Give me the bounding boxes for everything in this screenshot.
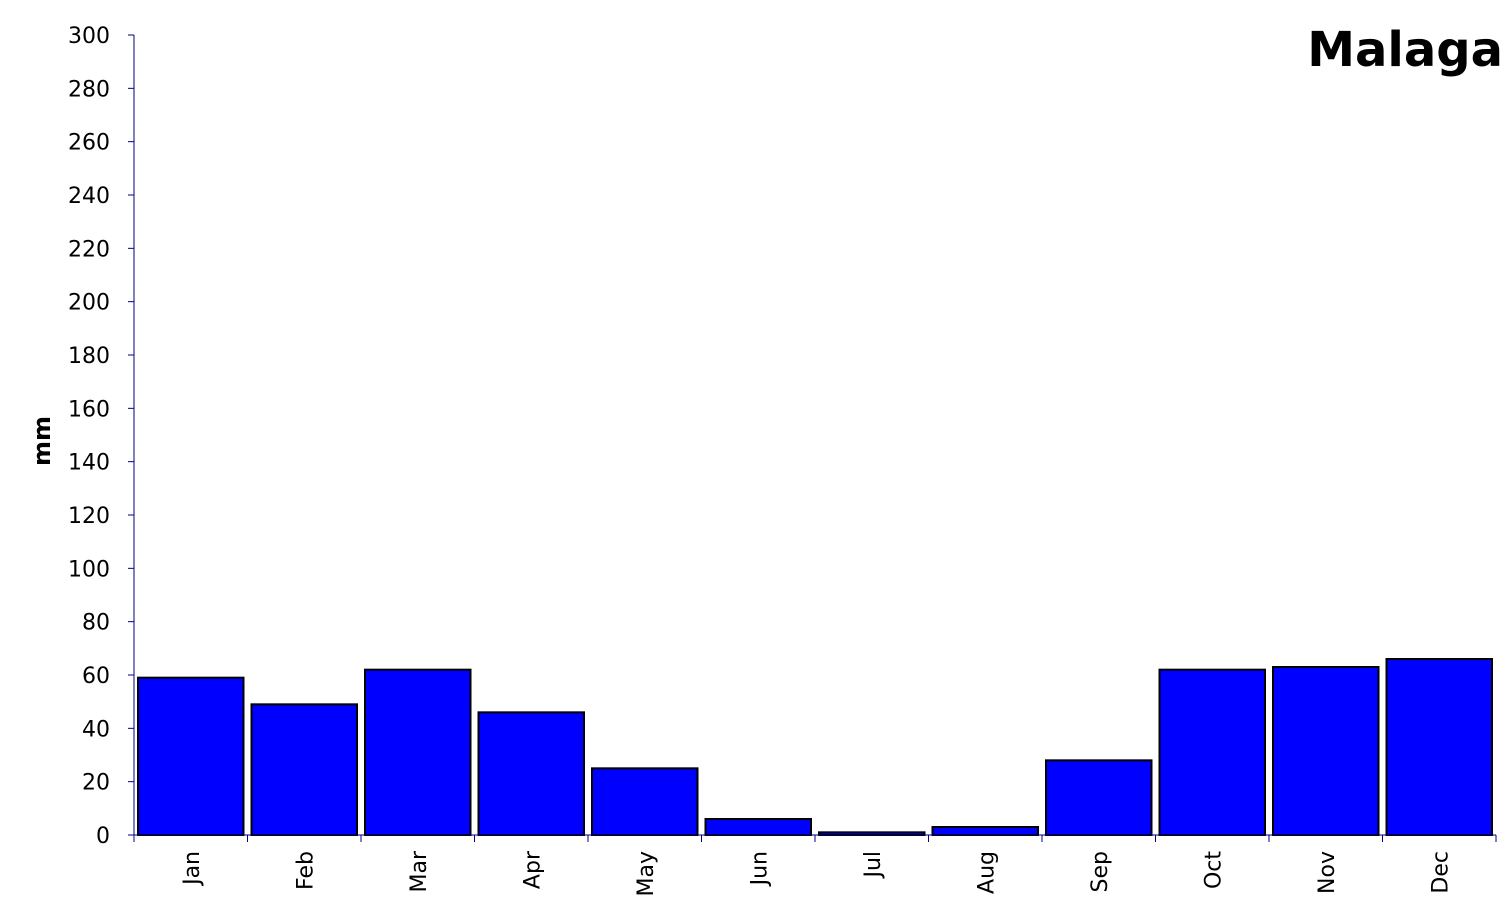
x-tick-label: Oct bbox=[1201, 851, 1226, 889]
y-tick-label: 180 bbox=[68, 344, 110, 369]
bar-feb bbox=[250, 703, 358, 836]
bars bbox=[137, 658, 1493, 837]
x-axis: Jan Feb Mar Apr May Jun Jul Aug Sep Oct Nov Dec bbox=[133, 834, 1497, 896]
x-tick-label: Nov bbox=[1315, 851, 1340, 894]
x-tick-label: Jul bbox=[861, 851, 886, 880]
bar-may bbox=[591, 767, 699, 836]
y-tick-label: 60 bbox=[82, 664, 110, 689]
y-axis: 0 20 40 60 80 100 120 140 160 180 200 220 240 260 280 3… bbox=[68, 24, 135, 849]
chart-title: Malaga bbox=[1307, 22, 1503, 78]
x-tick-label: Dec bbox=[1428, 851, 1453, 894]
bar-jan bbox=[137, 676, 245, 837]
y-tick-label: 20 bbox=[82, 771, 110, 796]
x-tick-label: Mar bbox=[407, 850, 432, 892]
bar-jun bbox=[704, 818, 812, 836]
y-tick-label: 80 bbox=[82, 611, 110, 636]
y-tick-label: 280 bbox=[68, 77, 110, 102]
bar-dec bbox=[1385, 658, 1493, 836]
bar-nov bbox=[1272, 666, 1380, 836]
y-tick-label: 220 bbox=[68, 237, 110, 262]
x-tick-label: May bbox=[634, 851, 659, 896]
bar-apr bbox=[477, 711, 585, 836]
bar-aug bbox=[931, 826, 1039, 836]
bar-oct bbox=[1158, 668, 1266, 837]
x-tick-label: Jun bbox=[747, 851, 772, 887]
y-tick-label: 240 bbox=[68, 184, 110, 209]
y-tick-label: 200 bbox=[68, 291, 110, 316]
y-tick-label: 260 bbox=[68, 131, 110, 156]
y-axis-label: mm bbox=[28, 416, 56, 466]
y-tick-label: 300 bbox=[68, 24, 110, 49]
y-tick-label: 100 bbox=[68, 557, 110, 582]
x-tick-label: Apr bbox=[520, 850, 545, 889]
x-tick-label: Sep bbox=[1088, 851, 1113, 892]
y-tick-label: 0 bbox=[96, 824, 110, 849]
y-tick-label: 120 bbox=[68, 504, 110, 529]
y-tick-label: 160 bbox=[68, 397, 110, 422]
bar-sep bbox=[1045, 759, 1153, 836]
x-tick-label: Feb bbox=[293, 851, 318, 890]
x-tick-label: Jan bbox=[180, 851, 205, 887]
y-tick-label: 40 bbox=[82, 717, 110, 742]
y-tick-label: 140 bbox=[68, 451, 110, 476]
bar-mar bbox=[364, 668, 472, 837]
x-tick-label: Aug bbox=[974, 851, 999, 894]
